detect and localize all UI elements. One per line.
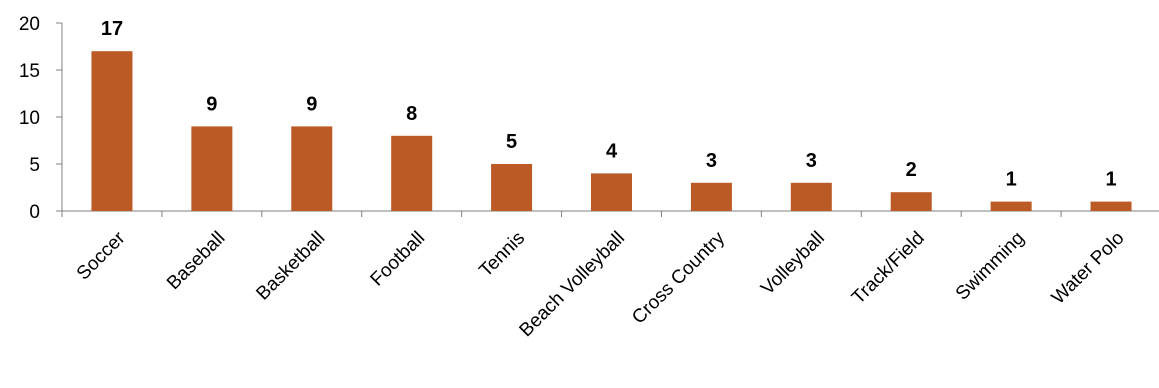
data-label: 1 (1006, 169, 1017, 191)
x-tick-label: Basketball (252, 228, 329, 305)
bar-soccer (91, 51, 133, 212)
y-tick-label: 5 (29, 155, 40, 176)
data-label: 9 (306, 93, 317, 115)
x-tick-label: Volleyball (757, 228, 829, 300)
data-label: 3 (806, 150, 817, 172)
x-tick-label: Cross Country (628, 227, 729, 328)
y-tick-label: 10 (19, 108, 40, 129)
data-label: 3 (706, 150, 717, 172)
data-labels: 17 9 9 8 5 4 3 3 2 1 1 (101, 18, 1117, 190)
bar-football (391, 135, 433, 211)
x-tick-labels: Soccer Baseball Basketball Football TennisBe… (73, 227, 1129, 341)
x-tick-label: Track/Field (848, 228, 929, 309)
bar-baseball (191, 126, 233, 211)
y-axis: 0 5 10 15 20 (19, 14, 63, 223)
x-tick-label: Swimming (952, 228, 1029, 305)
data-label: 8 (406, 103, 417, 125)
bar-water-polo (1090, 201, 1132, 211)
data-label: 5 (506, 131, 517, 153)
x-tick-label: Football (367, 228, 430, 291)
bar-tennis (491, 164, 533, 211)
y-tick-label: 0 (29, 202, 40, 223)
data-label: 17 (101, 18, 123, 40)
data-label: 1 (1105, 169, 1116, 191)
data-label: 4 (606, 140, 618, 162)
x-tick-label: Soccer (73, 227, 130, 284)
bar-swimming (990, 201, 1032, 211)
y-tick-label: 20 (19, 14, 40, 35)
bar-track-field (890, 192, 932, 211)
x-tick-label: Water Polo (1048, 228, 1129, 309)
x-axis (61, 210, 1159, 217)
bar-beach-volleyball (591, 173, 632, 211)
y-tick-label: 15 (19, 61, 40, 82)
bar-cross-country (690, 182, 732, 211)
bar-basketball (291, 126, 333, 211)
x-tick-label: Tennis (475, 228, 529, 282)
x-tick-label: Baseball (163, 228, 229, 294)
data-label: 9 (206, 93, 217, 115)
bars (91, 51, 1132, 212)
bar-volleyball (790, 182, 832, 211)
x-tick-label: Beach Volleyball (516, 228, 629, 341)
data-label: 2 (906, 159, 917, 181)
